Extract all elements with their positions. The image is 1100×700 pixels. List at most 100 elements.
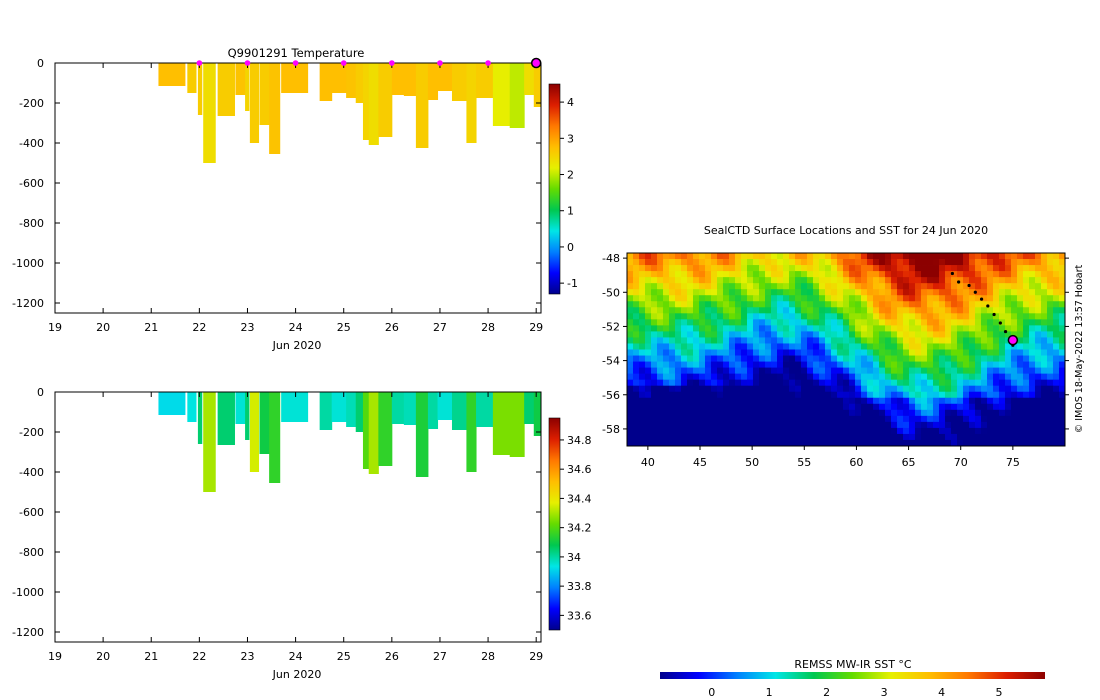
x-tick-label: 20: [96, 650, 110, 663]
sst-cell: [717, 277, 724, 284]
surface-marker: [485, 60, 491, 66]
sst-cell: [957, 379, 964, 387]
profile-cell: [492, 63, 511, 126]
sst-cell: [945, 397, 952, 405]
sst-cell: [639, 349, 646, 356]
sst-cell: [723, 391, 730, 399]
sst-cell: [855, 313, 862, 320]
sst-cell: [945, 439, 952, 446]
sst-cell: [801, 397, 808, 405]
sst-cell: [765, 331, 772, 338]
sst-cell: [891, 331, 898, 338]
sst-cell: [705, 319, 712, 326]
sst-cell: [867, 295, 874, 302]
sst-cell: [699, 367, 706, 375]
sst-cell: [639, 319, 646, 326]
x-tick-label: 25: [337, 321, 351, 334]
profile-cell: [524, 63, 535, 95]
lon-tick-label: 50: [745, 456, 759, 469]
sst-cell: [873, 433, 880, 441]
sst-cell: [879, 397, 886, 405]
sst-cell: [783, 421, 790, 429]
sst-cell: [957, 415, 964, 423]
sst-cell: [693, 415, 700, 423]
surface-marker: [244, 60, 251, 66]
sst-cell: [849, 403, 856, 411]
sst-cell: [819, 433, 826, 441]
sst-cell: [1041, 319, 1048, 326]
sst-cell: [855, 337, 862, 344]
sst-cell: [711, 343, 718, 350]
sst-cell: [963, 403, 970, 411]
sst-cell: [933, 391, 940, 399]
sst-cell: [885, 265, 892, 272]
sst-cell: [915, 343, 922, 350]
x-tick-label: 22: [192, 321, 206, 334]
sst-cell: [957, 421, 964, 429]
sst-cell: [987, 271, 994, 278]
sst-cell: [975, 403, 982, 411]
sst-cell: [663, 313, 670, 320]
sst-cell: [633, 325, 640, 332]
sst-cell: [633, 427, 640, 435]
sst-cell: [945, 289, 952, 296]
sst-cell: [759, 307, 766, 314]
sst-cell: [891, 409, 898, 417]
sst-cell: [699, 301, 706, 308]
sst-cell: [1035, 361, 1042, 368]
sst-cell: [1053, 301, 1060, 308]
sst-cell: [663, 319, 670, 326]
sst-cell: [645, 301, 652, 308]
sst-cell: [987, 433, 994, 441]
sst-cell: [651, 325, 658, 332]
sst-cell: [1041, 253, 1048, 260]
sst-cell: [921, 409, 928, 417]
sst-cell: [933, 439, 940, 446]
sst-cell: [963, 421, 970, 429]
sst-cell: [837, 349, 844, 356]
sst-cell: [669, 391, 676, 399]
sst-cell: [843, 337, 850, 344]
sst-cell: [735, 421, 742, 429]
track-point: [992, 312, 996, 317]
sst-cell: [909, 337, 916, 344]
sst-cell: [1005, 361, 1012, 368]
sst-cell: [945, 301, 952, 308]
sst-cell: [969, 415, 976, 423]
sst-cell: [1053, 391, 1060, 399]
sst-cell: [663, 349, 670, 356]
sst-cell: [645, 289, 652, 296]
sst-cell: [705, 301, 712, 308]
sst-cell: [633, 439, 640, 446]
sst-cell: [1017, 415, 1024, 423]
sst-cell: [903, 373, 910, 381]
sst-cell: [777, 409, 784, 417]
sst-cell: [993, 277, 1000, 284]
sst-cell: [957, 265, 964, 272]
sst-cell: [861, 355, 868, 362]
sst-cell: [783, 343, 790, 350]
sst-cell: [879, 355, 886, 362]
sst-cell: [759, 379, 766, 387]
sst-cell: [969, 295, 976, 302]
sst-cell: [1035, 325, 1042, 332]
sst-cell: [1053, 259, 1060, 266]
sst-cell: [1059, 349, 1065, 356]
sst-cell: [1011, 427, 1018, 435]
sst-cell: [867, 331, 874, 338]
sst-cell: [783, 301, 790, 308]
sst-cell: [705, 403, 712, 411]
sst-cell: [687, 265, 694, 272]
sst-cell: [1059, 301, 1065, 308]
sst-cell: [681, 331, 688, 338]
sst-cell: [717, 271, 724, 278]
sst-cell: [729, 415, 736, 423]
sst-cell: [711, 373, 718, 381]
sst-cell: [963, 253, 970, 260]
sst-cell: [819, 355, 826, 362]
sst-cell: [1011, 403, 1018, 411]
sst-cell: [777, 385, 784, 393]
sst-cell: [891, 355, 898, 362]
sst-cell: [633, 283, 640, 290]
sst-cell: [789, 271, 796, 278]
